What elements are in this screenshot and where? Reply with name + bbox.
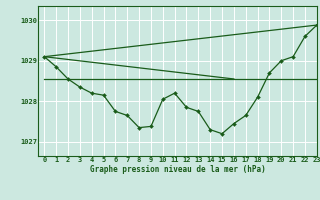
X-axis label: Graphe pression niveau de la mer (hPa): Graphe pression niveau de la mer (hPa)	[90, 165, 266, 174]
